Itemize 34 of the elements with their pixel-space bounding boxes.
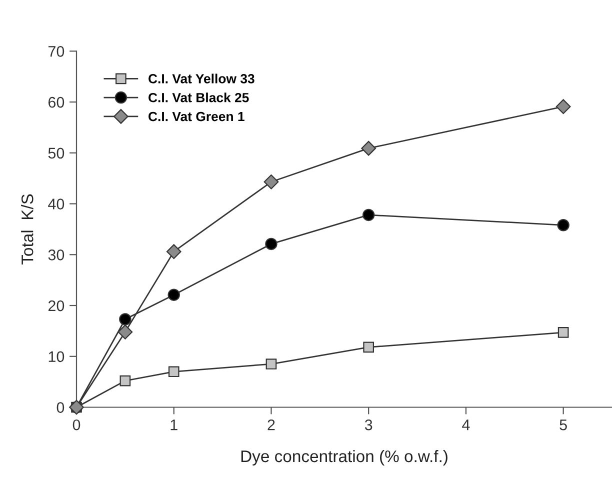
y-tick-label: 10 <box>48 351 64 362</box>
point <box>363 342 374 353</box>
x-tick-label: 4 <box>462 420 470 430</box>
y-tick-label: 0 <box>56 402 64 413</box>
legend-label: C.I. Vat Black 25 <box>148 92 249 102</box>
y-tick-label: 40 <box>48 198 64 210</box>
x-tick-label: 5 <box>560 420 567 430</box>
x-tick-label: 0 <box>72 419 80 430</box>
legend-label: C.I. Vat Green 1 <box>148 112 244 122</box>
legend-label: C.I. Vat Yellow 33 <box>148 74 254 84</box>
point <box>264 174 279 190</box>
point <box>168 288 180 301</box>
x-tick-label: 2 <box>268 419 275 430</box>
point <box>558 327 569 338</box>
y-tick-label: 60 <box>48 96 64 108</box>
point <box>118 324 133 340</box>
point <box>362 208 375 222</box>
point <box>361 140 376 156</box>
point <box>168 366 180 378</box>
point <box>557 219 570 232</box>
y-tick-label: 50 <box>48 148 64 159</box>
point <box>166 244 182 260</box>
x-tick-label: 1 <box>170 420 178 430</box>
y-tick-label: 20 <box>48 300 64 312</box>
point <box>266 358 277 370</box>
point <box>556 99 571 114</box>
y-axis-title: Total K/S <box>21 194 34 264</box>
y-tick-label: 30 <box>48 250 64 260</box>
point <box>120 375 131 386</box>
point <box>119 313 132 326</box>
x-axis-title: Dye concentration (% o.w.f.) <box>241 450 448 466</box>
x-tick-label: 3 <box>364 419 372 430</box>
point <box>265 238 278 250</box>
y-tick-label: 70 <box>48 46 64 57</box>
